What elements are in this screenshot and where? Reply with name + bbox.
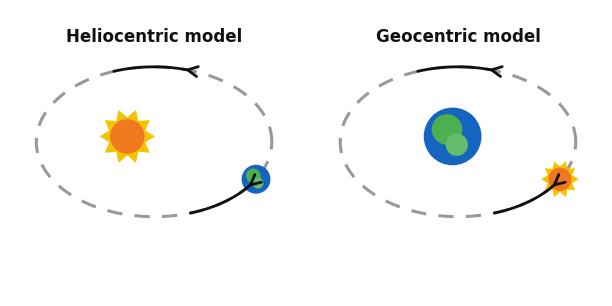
Circle shape [253,178,263,188]
Circle shape [110,119,144,154]
Title: Heliocentric model: Heliocentric model [66,28,242,47]
Circle shape [548,168,572,191]
Polygon shape [99,110,155,163]
Circle shape [246,169,261,183]
Circle shape [446,134,468,156]
Circle shape [425,109,480,164]
Title: Geocentric model: Geocentric model [376,28,540,47]
Polygon shape [541,161,579,197]
Circle shape [431,114,462,145]
Circle shape [242,166,269,192]
